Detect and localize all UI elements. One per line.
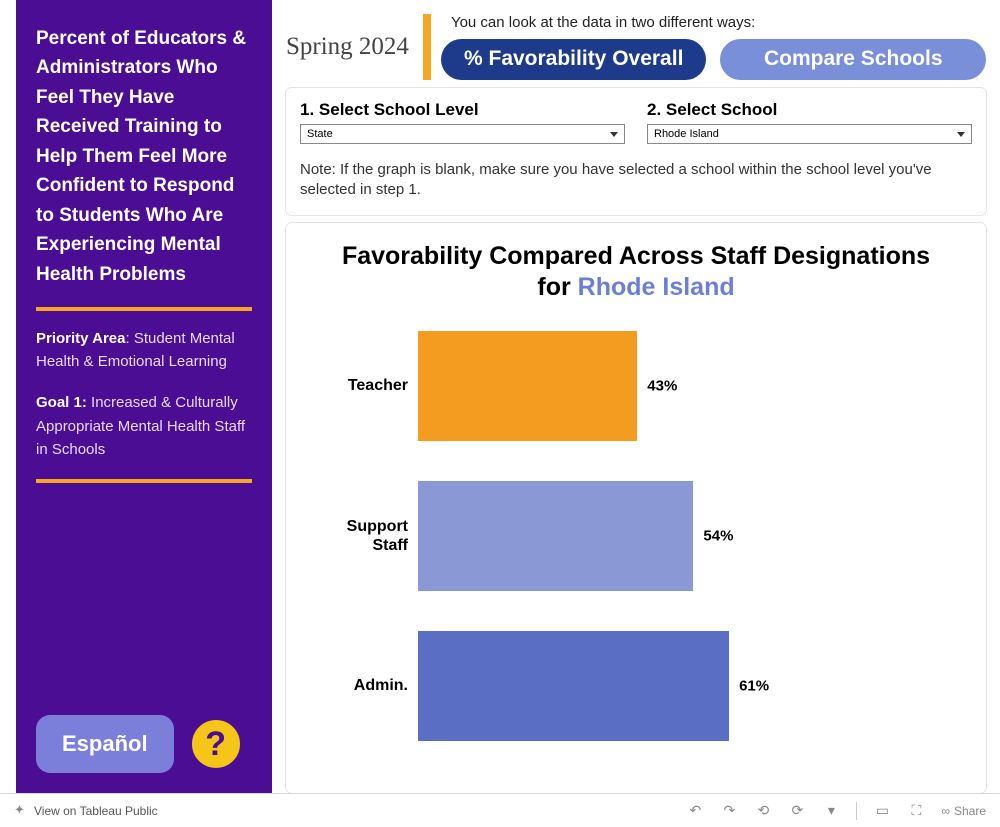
controls-panel: 1. Select School Level State 2. Select S… xyxy=(286,88,986,215)
sidebar: Percent of Educators & Administrators Wh… xyxy=(16,0,272,793)
language-button[interactable]: Español xyxy=(36,715,174,773)
header-instruction: You can look at the data in two differen… xyxy=(441,14,986,31)
refresh-icon[interactable]: ⟳ xyxy=(788,802,806,820)
bar-value: 61% xyxy=(739,678,769,695)
school-value: Rhode Island xyxy=(654,128,719,140)
view-on-tableau[interactable]: View on Tableau Public xyxy=(14,804,158,818)
sidebar-title: Percent of Educators & Administrators Wh… xyxy=(36,24,252,289)
tableau-icon xyxy=(14,804,28,818)
bar-track: 43% xyxy=(418,331,972,441)
priority-label: Priority Area xyxy=(36,330,125,347)
goal: Goal 1: Increased & Culturally Appropria… xyxy=(36,391,252,461)
bar-value: 54% xyxy=(703,528,733,545)
tab-row: % Favorability Overall Compare Schools xyxy=(441,39,986,79)
school-select[interactable]: Rhode Island xyxy=(647,124,972,144)
tab-favorability[interactable]: % Favorability Overall xyxy=(441,39,707,79)
bar-row: Teacher 43% xyxy=(310,331,972,441)
bar-label: SupportStaff xyxy=(310,517,418,555)
bar-row: SupportStaff 54% xyxy=(310,481,972,591)
step1-label: 1. Select School Level xyxy=(300,100,625,120)
bar xyxy=(418,481,693,591)
bar-row: Admin. 61% xyxy=(310,631,972,741)
divider-top xyxy=(36,307,252,311)
bar-value: 43% xyxy=(647,378,677,395)
tab-compare[interactable]: Compare Schools xyxy=(720,39,986,79)
chart-area: Teacher 43% SupportStaff 54% Admin. 61% xyxy=(300,331,972,741)
revert-icon[interactable]: ⟲ xyxy=(754,802,772,820)
school-level-value: State xyxy=(307,128,333,140)
goal-label: Goal 1: xyxy=(36,394,87,411)
dropdown-icon[interactable]: ▾ xyxy=(822,802,840,820)
share-button[interactable]: ∞ Share xyxy=(941,804,986,818)
undo-icon[interactable]: ↶ xyxy=(686,802,704,820)
fullscreen-icon[interactable]: ⛶ xyxy=(907,802,925,820)
chart-title-highlight: Rhode Island xyxy=(578,273,735,301)
share-label: Share xyxy=(954,804,986,818)
footer-view-text: View on Tableau Public xyxy=(34,804,158,818)
header: Spring 2024 You can look at the data in … xyxy=(286,14,986,80)
bar xyxy=(418,631,729,741)
season-label: Spring 2024 xyxy=(286,33,413,61)
divider-bottom xyxy=(36,479,252,483)
chart-title: Favorability Compared Across Staff Desig… xyxy=(300,241,972,304)
step2-label: 2. Select School xyxy=(647,100,972,120)
main-content: Spring 2024 You can look at the data in … xyxy=(272,0,1000,793)
share-icon: ∞ xyxy=(941,804,950,818)
bar-track: 54% xyxy=(418,481,972,591)
priority-area: Priority Area: Student Mental Health & E… xyxy=(36,327,252,374)
controls-note: Note: If the graph is blank, make sure y… xyxy=(300,160,972,201)
accent-bar xyxy=(423,14,431,80)
bar xyxy=(418,331,637,441)
bar-track: 61% xyxy=(418,631,972,741)
footer-divider xyxy=(856,802,857,820)
chart-panel: Favorability Compared Across Staff Desig… xyxy=(286,223,986,794)
help-icon[interactable] xyxy=(188,716,244,772)
footer: View on Tableau Public ↶ ↷ ⟲ ⟳ ▾ ▭ ⛶ ∞ S… xyxy=(0,793,1000,827)
school-level-select[interactable]: State xyxy=(300,124,625,144)
redo-icon[interactable]: ↷ xyxy=(720,802,738,820)
chart-title-line1: Favorability Compared Across Staff Desig… xyxy=(342,242,930,270)
device-icon[interactable]: ▭ xyxy=(873,802,891,820)
bar-label: Admin. xyxy=(310,676,418,695)
bar-label: Teacher xyxy=(310,376,418,395)
chart-title-prefix: for xyxy=(537,273,577,301)
